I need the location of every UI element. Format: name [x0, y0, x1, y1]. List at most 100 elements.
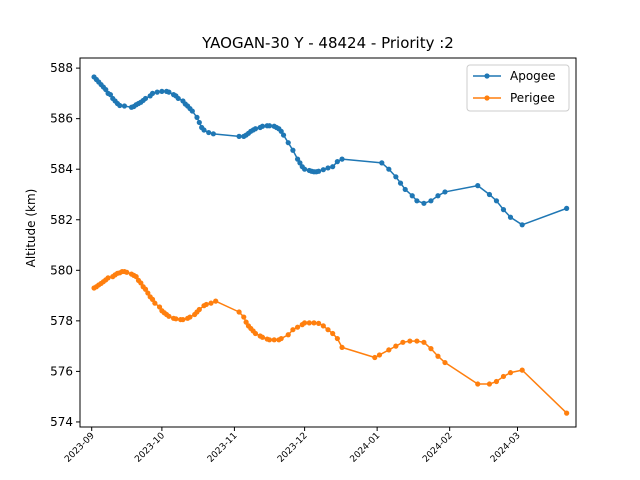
perigee-data-point — [138, 280, 144, 286]
perigee-data-point — [442, 359, 448, 366]
apogee-data-point — [302, 166, 308, 172]
apogee-data-point — [149, 90, 156, 96]
perigee-data-point — [407, 338, 413, 344]
perigee-data-point — [372, 354, 378, 361]
apogee-data-point — [414, 198, 420, 204]
perigee-data-point — [334, 335, 340, 342]
x-tick-label: 2023-12 — [276, 431, 310, 465]
perigee-data-point — [236, 309, 242, 315]
apogee-data-point — [210, 131, 216, 137]
apogee-legend-label: Apogee — [510, 69, 556, 83]
perigee-data-point — [339, 344, 345, 350]
y-tick-label: 586 — [50, 112, 73, 126]
apogee-data-point — [121, 103, 128, 109]
perigee-data-point — [290, 327, 296, 333]
y-tick-label: 576 — [50, 364, 73, 378]
apogee-data-point — [421, 200, 427, 206]
apogee-data-point — [189, 108, 195, 114]
perigee-data-point — [241, 314, 247, 320]
apogee-data-point — [519, 222, 525, 228]
x-tick-label: 2024-03 — [489, 431, 523, 465]
apogee-data-point — [442, 189, 448, 195]
perigee-data-point — [187, 314, 193, 320]
y-tick-label: 588 — [50, 61, 73, 75]
perigee-data-point — [376, 352, 383, 358]
y-tick-label: 584 — [50, 162, 73, 176]
apogee-data-point — [285, 140, 291, 146]
apogee-data-point — [500, 207, 507, 213]
perigee-data-point — [316, 320, 322, 326]
apogee-data-point — [475, 183, 481, 189]
apogee-data-point — [325, 165, 331, 171]
perigee-data-point — [306, 320, 312, 326]
apogee-data-point — [194, 114, 200, 120]
apogee-data-point — [330, 164, 336, 170]
perigee-data-point — [259, 334, 266, 340]
perigee-data-point — [435, 353, 441, 359]
apogee-data-point — [236, 133, 242, 139]
perigee-data-point — [519, 367, 525, 373]
apogee-data-point — [564, 205, 570, 211]
perigee-data-point — [311, 320, 317, 326]
perigee-data-point — [196, 306, 202, 313]
apogee-data-point — [154, 89, 160, 95]
perigee-data-point — [564, 410, 570, 416]
legend: Apogee Perigee — [466, 64, 570, 112]
apogee-data-point — [294, 156, 301, 162]
perigee-data-point — [302, 320, 308, 326]
perigee-data-point — [294, 324, 301, 330]
apogee-data-point — [252, 126, 259, 132]
perigee-data-point — [266, 337, 273, 343]
perigee-data-point — [320, 323, 326, 329]
apogee-legend-marker — [484, 73, 490, 79]
perigee-data-point — [142, 286, 149, 292]
apogee-data-point — [107, 92, 114, 98]
apogee-data-point — [201, 127, 207, 133]
perigee-data-point — [507, 370, 514, 376]
perigee-data-point — [400, 339, 406, 345]
apogee-data-point — [339, 156, 345, 162]
perigee-data-point — [330, 330, 336, 337]
perigee-data-point — [152, 300, 158, 306]
apogee-data-point — [493, 198, 500, 204]
perigee-data-point — [252, 330, 259, 337]
perigee-data-point — [133, 274, 139, 280]
apogee-data-point — [393, 174, 399, 180]
apogee-data-point — [320, 167, 326, 173]
apogee-data-point — [206, 129, 212, 136]
perigee-data-point — [105, 275, 111, 281]
perigee-data-point — [203, 301, 209, 308]
apogee-data-point — [103, 86, 109, 93]
perigee-data-point — [500, 373, 507, 380]
apogee-data-point — [428, 198, 434, 204]
perigee-legend-label: Perigee — [510, 91, 555, 105]
perigee-data-point — [486, 381, 493, 387]
apogee-data-point — [297, 160, 303, 166]
perigee-data-point — [386, 347, 392, 353]
plot-area: 574 576 578 580 582 584 586 588 2023-09 2023-10 20… — [50, 57, 577, 465]
apogee-data-point — [316, 168, 322, 174]
apogee-data-point — [486, 191, 493, 198]
x-tick-label: 2024-02 — [421, 431, 455, 465]
perigee-data-point — [166, 313, 172, 319]
y-tick-label: 574 — [50, 415, 73, 429]
perigee-data-point — [475, 381, 481, 387]
apogee-data-point — [166, 89, 172, 95]
perigee-data-point — [180, 316, 186, 323]
apogee-data-point — [142, 95, 149, 102]
y-tick-label: 580 — [50, 263, 73, 277]
perigee-data-point — [428, 346, 434, 352]
perigee-data-point — [243, 319, 249, 325]
x-tick-label: 2023-10 — [133, 431, 167, 465]
apogee-data-point — [196, 119, 202, 126]
apogee-data-point — [397, 180, 404, 186]
perigee-data-point — [414, 338, 420, 344]
perigee-data-point — [393, 343, 399, 349]
perigee-data-point — [493, 378, 500, 385]
perigee-series-line — [93, 270, 568, 414]
perigee-data-point — [145, 290, 151, 296]
chart-title: YAOGAN-30 Y - 48424 - Priority :2 — [201, 34, 454, 52]
apogee-data-point — [278, 128, 284, 134]
perigee-data-point — [213, 298, 219, 304]
x-tick-label: 2023-09 — [63, 431, 97, 465]
